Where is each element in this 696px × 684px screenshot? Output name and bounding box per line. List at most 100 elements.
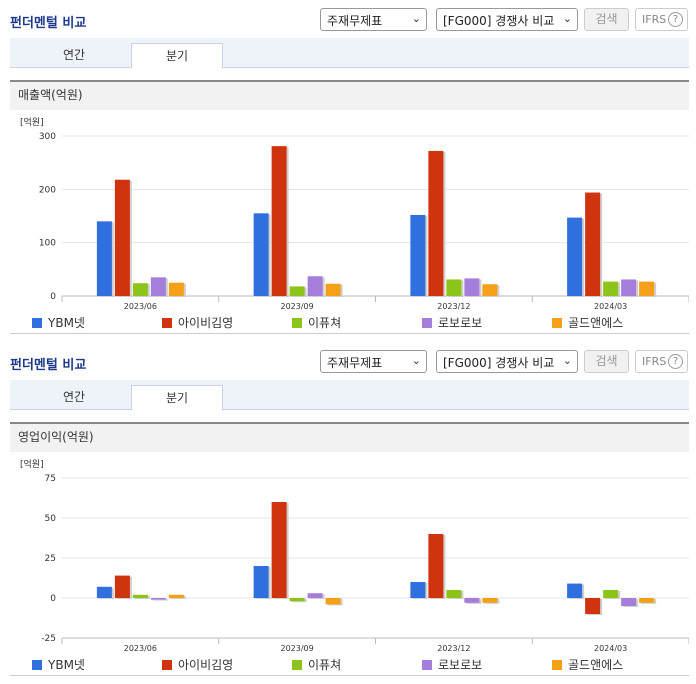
chevron-down-icon: ⌄ [562, 354, 572, 367]
peer-group-value: [FG000] 경쟁사 비교 [443, 14, 555, 28]
search-button[interactable]: 검색 [584, 8, 629, 31]
legend-item[interactable]: 아이비김영 [162, 656, 233, 673]
bar[interactable] [603, 281, 619, 296]
ifrs-button[interactable]: IFRS ? [635, 8, 688, 31]
section-title: 영업이익(억원) [10, 422, 689, 452]
bar[interactable] [464, 278, 480, 296]
bar[interactable] [639, 281, 655, 296]
bar[interactable] [168, 594, 184, 598]
bar[interactable] [114, 179, 130, 296]
bar[interactable] [410, 214, 426, 296]
bar[interactable] [150, 277, 166, 296]
ifrs-label: IFRS [642, 355, 667, 368]
legend-swatch [32, 660, 42, 670]
bar[interactable] [307, 593, 323, 598]
help-icon[interactable]: ? [668, 12, 683, 27]
tab-quarterly[interactable]: 분기 [131, 385, 223, 411]
bar[interactable] [271, 146, 287, 296]
bar[interactable] [567, 217, 583, 296]
tab-annual[interactable]: 연간 [62, 48, 86, 62]
fundamental-panel-operating-profit: 펀더멘털 비교 주재무제표 ⌄ [FG000] 경쟁사 비교 ⌄ 검색 IFRS… [0, 342, 696, 684]
statement-type-value: 주재무제표 [327, 14, 383, 28]
statement-type-select[interactable]: 주재무제표 ⌄ [320, 350, 427, 373]
statement-type-select[interactable]: 주재무제표 ⌄ [320, 8, 427, 31]
legend-item[interactable]: 로보로보 [422, 314, 482, 331]
y-tick-label: 200 [39, 185, 56, 195]
bar[interactable] [289, 598, 305, 602]
panel-title: 펀더멘털 비교 [10, 16, 87, 31]
bar[interactable] [621, 598, 637, 606]
legend-swatch [162, 660, 172, 670]
bar[interactable] [96, 221, 112, 296]
bar[interactable] [621, 279, 637, 296]
tab-annual[interactable]: 연간 [62, 390, 86, 404]
operating-profit-bar-chart: [억원] -25 0 25 50 75 2023/06 2023/09 2023/12 2024/… [20, 458, 689, 652]
bar[interactable] [325, 598, 341, 605]
bar[interactable] [567, 583, 583, 598]
ifrs-button[interactable]: IFRS ? [635, 350, 688, 373]
x-tick-label: 2023/12 [437, 644, 470, 652]
bar[interactable] [271, 502, 287, 598]
y-tick-label: -25 [41, 634, 56, 644]
legend-item[interactable]: YBM넷 [32, 314, 85, 331]
bar[interactable] [428, 150, 444, 296]
bar[interactable] [464, 598, 480, 603]
bar[interactable] [253, 213, 269, 296]
legend-item[interactable]: 아이비김영 [162, 314, 233, 331]
y-tick-label: 75 [45, 474, 56, 484]
bar[interactable] [446, 590, 462, 598]
x-tick-label: 2023/06 [124, 644, 157, 652]
legend-item[interactable]: 이퓨쳐 [292, 656, 341, 673]
legend-label: 골드앤에스 [568, 658, 624, 672]
bar[interactable] [585, 192, 601, 296]
legend-swatch [422, 660, 432, 670]
x-tick-label: 2023/09 [281, 302, 314, 310]
bar[interactable] [96, 586, 112, 598]
y-tick-label: 100 [39, 239, 56, 249]
tab-quarterly[interactable]: 분기 [131, 43, 223, 69]
legend-item[interactable]: 이퓨쳐 [292, 314, 341, 331]
bar[interactable] [289, 286, 305, 296]
y-tick-label: 0 [50, 594, 56, 604]
bar[interactable] [482, 598, 498, 603]
bar[interactable] [114, 575, 130, 598]
bar[interactable] [150, 598, 166, 600]
legend-item[interactable]: 골드앤에스 [552, 314, 623, 331]
bar[interactable] [603, 590, 619, 598]
bar[interactable] [325, 283, 341, 296]
section-title: 매출액(억원) [10, 80, 689, 110]
chart-legend: YBM넷 아이비김영 이퓨쳐 로보로보 골드앤에스 [10, 312, 689, 334]
peer-group-select[interactable]: [FG000] 경쟁사 비교 ⌄ [436, 350, 578, 373]
help-icon[interactable]: ? [668, 354, 683, 369]
bar[interactable] [428, 534, 444, 598]
legend-swatch [292, 318, 302, 328]
panel-title: 펀더멘털 비교 [10, 358, 87, 373]
bar-shadow [152, 599, 168, 601]
x-tick-label: 2024/03 [594, 644, 627, 652]
bar[interactable] [482, 284, 498, 296]
legend-label: 이퓨쳐 [308, 658, 342, 672]
bar[interactable] [585, 598, 601, 614]
search-button[interactable]: 검색 [584, 350, 629, 373]
bar[interactable] [639, 598, 655, 603]
bar[interactable] [253, 566, 269, 598]
y-unit-label: [억원] [20, 458, 44, 470]
legend-swatch [162, 318, 172, 328]
bar[interactable] [307, 276, 323, 296]
y-tick-label: 25 [45, 554, 56, 564]
bar[interactable] [168, 282, 184, 296]
peer-group-value: [FG000] 경쟁사 비교 [443, 356, 555, 370]
bar[interactable] [410, 582, 426, 598]
bar[interactable] [132, 594, 148, 598]
legend-swatch [32, 318, 42, 328]
bar[interactable] [446, 279, 462, 296]
legend-item[interactable]: 골드앤에스 [552, 656, 623, 673]
legend-label: 로보로보 [438, 658, 483, 672]
legend-item[interactable]: 로보로보 [422, 656, 482, 673]
chart-legend: YBM넷 아이비김영 이퓨쳐 로보로보 골드앤에스 [10, 654, 689, 676]
legend-label: YBM넷 [48, 316, 85, 330]
legend-swatch [422, 318, 432, 328]
peer-group-select[interactable]: [FG000] 경쟁사 비교 ⌄ [436, 8, 578, 31]
legend-item[interactable]: YBM넷 [32, 656, 85, 673]
bar[interactable] [132, 283, 148, 296]
